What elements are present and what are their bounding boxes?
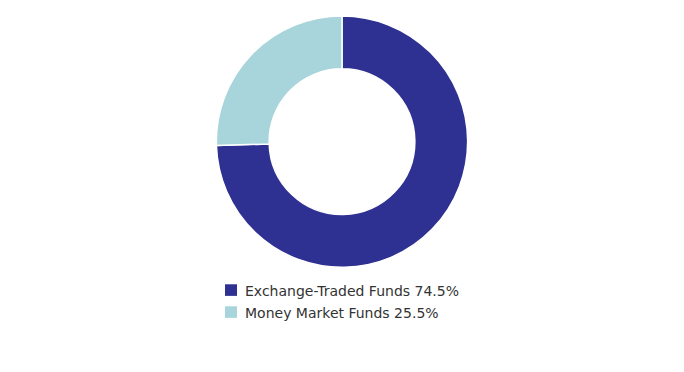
chart-svg: Exchange-Traded Funds 74.5% Money Market … bbox=[0, 0, 684, 372]
pie-group bbox=[216, 16, 467, 267]
legend-item: Money Market Funds 25.5% bbox=[225, 305, 439, 321]
legend-label: Exchange-Traded Funds 74.5% bbox=[245, 283, 459, 299]
slice bbox=[216, 16, 342, 146]
slice bbox=[216, 16, 467, 267]
legend-swatch bbox=[225, 284, 237, 296]
legend-label: Money Market Funds 25.5% bbox=[245, 305, 439, 321]
chart-container: Exchange-Traded Funds 74.5% Money Market … bbox=[0, 0, 684, 372]
legend-item: Exchange-Traded Funds 74.5% bbox=[225, 283, 459, 299]
legend-swatch bbox=[225, 306, 237, 318]
legend: Exchange-Traded Funds 74.5% Money Market … bbox=[225, 283, 459, 321]
